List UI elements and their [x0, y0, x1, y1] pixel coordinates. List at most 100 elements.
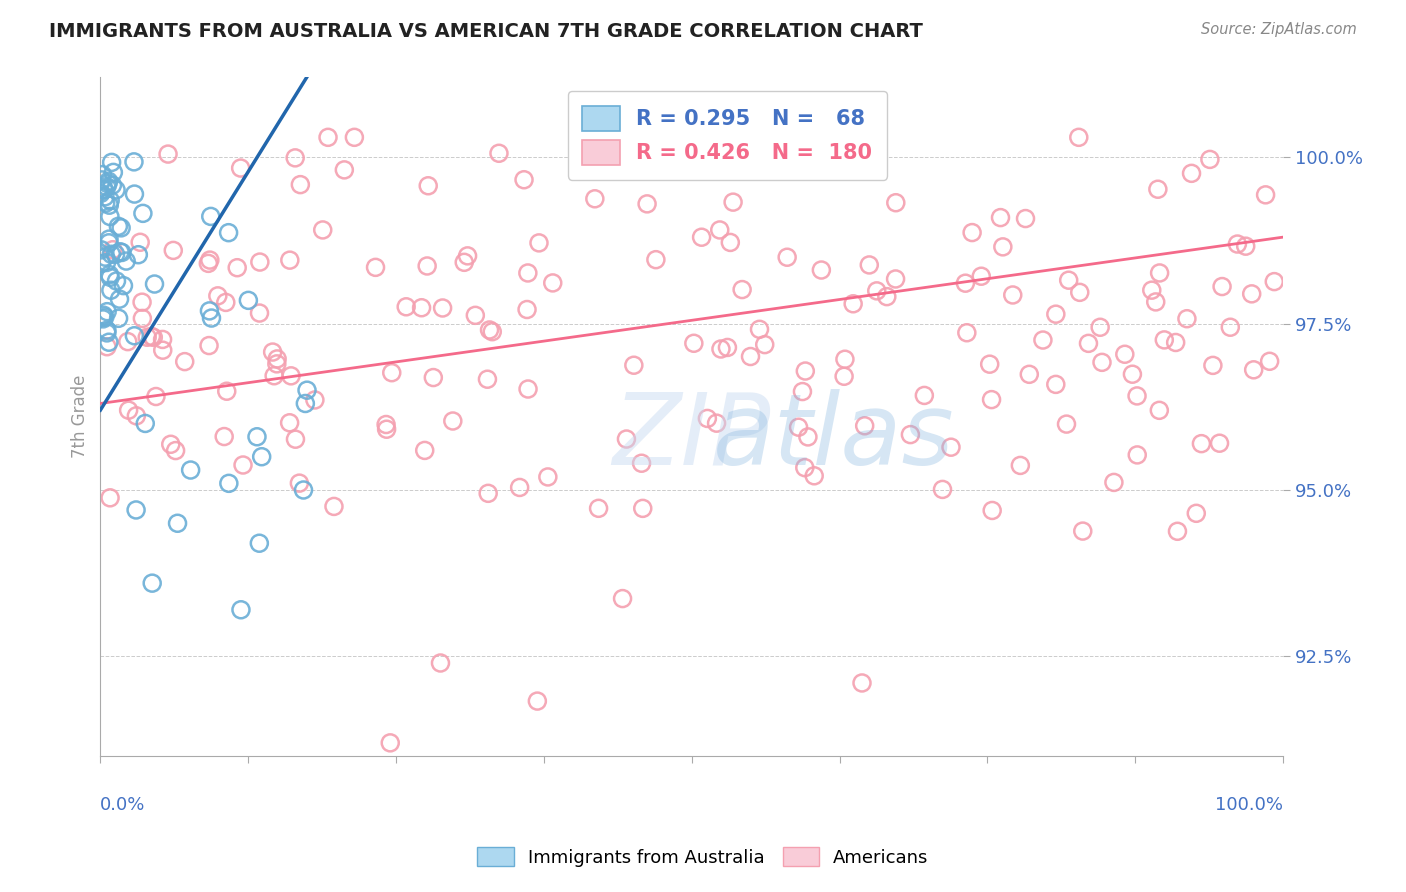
Point: [1126, 448, 1149, 462]
Point: [1010, 458, 1032, 473]
Point: [131, 311, 153, 326]
Point: [979, 357, 1001, 371]
Point: [129, 235, 152, 250]
Point: [1234, 239, 1257, 253]
Point: [117, 334, 139, 349]
Point: [731, 283, 754, 297]
Point: [215, 295, 238, 310]
Point: [696, 411, 718, 425]
Point: [159, 437, 181, 451]
Point: [541, 276, 564, 290]
Point: [316, 130, 339, 145]
Point: [1001, 288, 1024, 302]
Point: [141, 576, 163, 591]
Point: [1045, 307, 1067, 321]
Point: [101, 243, 124, 257]
Point: [101, 178, 124, 193]
Point: [284, 432, 307, 446]
Point: [900, 427, 922, 442]
Point: [152, 343, 174, 358]
Point: [939, 440, 962, 454]
Point: [1032, 333, 1054, 347]
Point: [93, 308, 115, 322]
Point: [229, 603, 252, 617]
Point: [1088, 320, 1111, 334]
Point: [294, 396, 316, 410]
Point: [122, 154, 145, 169]
Point: [98, 491, 121, 505]
Point: [754, 337, 776, 351]
Point: [249, 255, 271, 269]
Point: [284, 151, 307, 165]
Point: [1102, 475, 1125, 490]
Point: [453, 255, 475, 269]
Point: [592, 138, 614, 153]
Point: [375, 417, 398, 432]
Point: [464, 309, 486, 323]
Point: [108, 244, 131, 259]
Point: [125, 409, 148, 423]
Point: [249, 306, 271, 320]
Point: [104, 247, 127, 261]
Point: [165, 443, 187, 458]
Point: [1226, 237, 1249, 252]
Point: [380, 736, 402, 750]
Point: [516, 266, 538, 280]
Point: [1071, 524, 1094, 538]
Point: [375, 422, 398, 436]
Point: [1045, 377, 1067, 392]
Point: [111, 245, 134, 260]
Point: [166, 516, 188, 531]
Point: [218, 476, 240, 491]
Point: [124, 328, 146, 343]
Point: [1114, 347, 1136, 361]
Point: [215, 384, 238, 399]
Point: [416, 259, 439, 273]
Point: [229, 161, 252, 175]
Point: [100, 247, 122, 261]
Point: [278, 253, 301, 268]
Point: [457, 249, 479, 263]
Point: [1243, 363, 1265, 377]
Point: [1018, 368, 1040, 382]
Point: [117, 403, 139, 417]
Point: [105, 183, 128, 197]
Point: [912, 388, 935, 402]
Point: [851, 676, 873, 690]
Point: [90, 243, 112, 257]
Point: [1240, 286, 1263, 301]
Point: [516, 302, 538, 317]
Point: [136, 330, 159, 344]
Point: [1057, 273, 1080, 287]
Point: [706, 416, 728, 430]
Point: [422, 370, 444, 384]
Point: [323, 500, 346, 514]
Point: [832, 369, 855, 384]
Point: [682, 336, 704, 351]
Point: [991, 240, 1014, 254]
Point: [429, 656, 451, 670]
Point: [108, 292, 131, 306]
Point: [96, 304, 118, 318]
Point: [568, 130, 591, 145]
Point: [96, 179, 118, 194]
Point: [292, 483, 315, 497]
Point: [1263, 275, 1285, 289]
Point: [198, 253, 221, 268]
Point: [94, 250, 117, 264]
Text: Source: ZipAtlas.com: Source: ZipAtlas.com: [1201, 22, 1357, 37]
Point: [432, 301, 454, 315]
Point: [197, 256, 219, 270]
Point: [207, 289, 229, 303]
Point: [690, 230, 713, 244]
Point: [1211, 279, 1233, 293]
Point: [876, 290, 898, 304]
Point: [98, 232, 121, 246]
Point: [103, 165, 125, 179]
Point: [395, 300, 418, 314]
Point: [97, 235, 120, 250]
Point: [180, 463, 202, 477]
Point: [513, 173, 536, 187]
Y-axis label: 7th Grade: 7th Grade: [72, 376, 89, 458]
Point: [1199, 153, 1222, 167]
